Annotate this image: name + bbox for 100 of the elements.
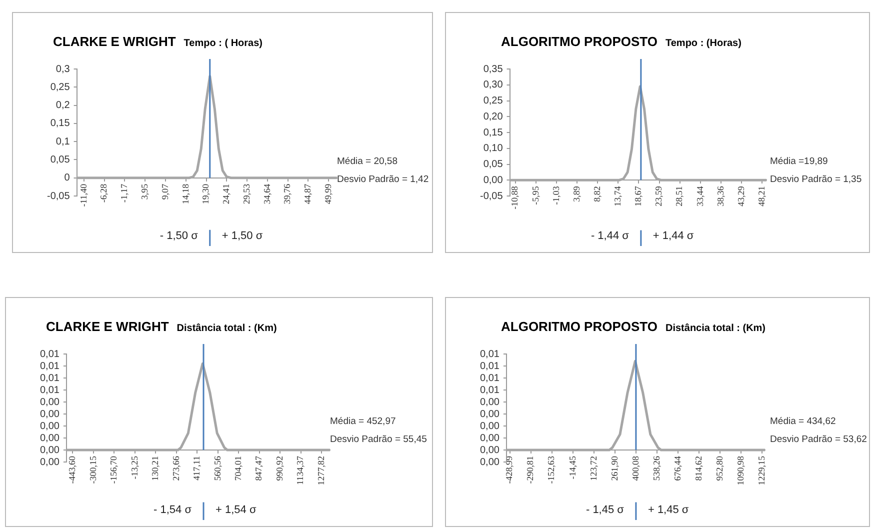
y-tick-label: 0,00 bbox=[480, 420, 500, 432]
x-tick-label: 704,01 bbox=[232, 456, 243, 481]
y-tick-label: 0,00 bbox=[480, 408, 500, 420]
x-tick-label: 814,62 bbox=[693, 456, 704, 481]
chart-title: CLARKE E WRIGHT bbox=[53, 34, 176, 49]
annotation: Média = 452,97 bbox=[330, 415, 397, 429]
x-tick-label: 29,53 bbox=[241, 183, 252, 204]
x-tick-label: 538,26 bbox=[651, 456, 662, 481]
y-tick-label: 0,15 bbox=[483, 127, 504, 138]
x-tick-label: -1,03 bbox=[550, 186, 561, 205]
annotation: Desvio Padrão = 55,45 bbox=[330, 433, 427, 447]
x-tick-label: 18,67 bbox=[633, 186, 644, 206]
text: Média = 20,58 bbox=[337, 155, 398, 169]
chart-title: ALGORITMO PROPOSTO bbox=[501, 34, 658, 49]
y-tick-label: 0 bbox=[64, 172, 70, 184]
x-tick-label: 14,18 bbox=[180, 183, 190, 204]
x-tick-label: 44,87 bbox=[302, 183, 313, 204]
y-tick-label: 0,3 bbox=[56, 64, 70, 75]
y-tick-label: 0,00 bbox=[40, 396, 60, 408]
y-tick-label: 0,00 bbox=[40, 444, 60, 456]
x-tick-label: 847,47 bbox=[254, 456, 264, 481]
y-tick-label: 0,00 bbox=[480, 444, 500, 456]
x-tick-label: 9,07 bbox=[160, 183, 170, 200]
y-tick-label: 0,00 bbox=[40, 408, 60, 420]
x-tick-label: 417,11 bbox=[192, 456, 202, 480]
y-tick-label: 0,2 bbox=[56, 100, 70, 112]
x-tick-label: 3,95 bbox=[139, 183, 150, 200]
x-tick-label: 33,44 bbox=[694, 186, 705, 206]
x-tick-label: 952,80 bbox=[714, 456, 724, 481]
text: + 1,44 σ bbox=[652, 230, 694, 242]
x-tick-label: 13,74 bbox=[612, 186, 622, 206]
x-tick-label: -152,63 bbox=[546, 456, 556, 484]
x-tick-label: 8,82 bbox=[592, 186, 602, 202]
chart-title: ALGORITMO PROPOSTO bbox=[501, 319, 658, 334]
text: - 1,44 σ bbox=[590, 230, 630, 242]
chart-subtitle: Distância total : (Km) bbox=[176, 323, 277, 334]
x-tick-label: 1134,37 bbox=[295, 456, 306, 485]
y-tick-label: 0,00 bbox=[483, 174, 504, 186]
x-tick-label: -300,15 bbox=[88, 456, 98, 484]
x-tick-label: 130,21 bbox=[150, 456, 160, 481]
y-tick-label: 0,20 bbox=[483, 111, 504, 122]
x-tick-label: 990,92 bbox=[274, 456, 284, 481]
text: Desvio Padrão = 53,62 bbox=[770, 433, 867, 447]
text: Desvio Padrão = 1,35 bbox=[770, 173, 862, 187]
text: Desvio Padrão = 1,42 bbox=[337, 173, 429, 187]
x-tick-label: 1229,15 bbox=[756, 456, 766, 486]
y-tick-label: -0,05 bbox=[46, 190, 70, 202]
y-tick-label: 0,15 bbox=[50, 118, 70, 130]
y-tick-label: 0,01 bbox=[480, 372, 500, 384]
y-tick-label: 0,01 bbox=[40, 348, 60, 360]
text: + 1,50 σ bbox=[222, 230, 263, 242]
text: - 1,50 σ bbox=[160, 230, 198, 242]
y-tick-label: 0,10 bbox=[483, 143, 504, 154]
y-tick-label: 0,30 bbox=[483, 80, 504, 91]
y-tick-label: 0,1 bbox=[56, 136, 70, 148]
chart-subtitle: Tempo : ( Horas) bbox=[184, 38, 262, 49]
y-tick-label: 0,01 bbox=[480, 348, 500, 360]
x-tick-label: -10,88 bbox=[510, 186, 520, 210]
y-tick-label: 0,00 bbox=[40, 420, 60, 432]
text: Média =19,89 bbox=[770, 155, 829, 169]
x-tick-label: 1277,82 bbox=[316, 456, 326, 486]
x-tick-label: -6,28 bbox=[98, 183, 109, 203]
x-tick-label: -13,25 bbox=[129, 456, 140, 480]
x-tick-label: 49,99 bbox=[322, 183, 333, 204]
y-tick-label: -0,05 bbox=[480, 190, 504, 202]
x-tick-label: 28,51 bbox=[674, 186, 684, 206]
y-tick-label: 0,01 bbox=[40, 360, 60, 372]
x-tick-label: 24,41 bbox=[221, 184, 232, 204]
y-tick-label: 0,00 bbox=[40, 456, 60, 468]
x-tick-label: 43,29 bbox=[736, 186, 746, 206]
y-tick-label: 0,05 bbox=[50, 154, 70, 166]
y-tick-label: 0,35 bbox=[483, 64, 504, 75]
x-tick-label: 19,30 bbox=[200, 183, 211, 204]
x-tick-label: 123,72 bbox=[588, 456, 598, 481]
x-tick-label: -290,81 bbox=[525, 456, 536, 484]
x-tick-label: 273,66 bbox=[170, 456, 181, 481]
x-tick-label: 676,44 bbox=[672, 456, 682, 481]
text: - 1,54 σ bbox=[154, 504, 192, 516]
x-tick-label: 560,56 bbox=[212, 456, 222, 481]
text: + 1,45 σ bbox=[648, 504, 689, 516]
y-tick-label: 0,05 bbox=[483, 159, 504, 170]
x-tick-label: 1090,98 bbox=[735, 456, 746, 486]
y-tick-label: 0,01 bbox=[40, 372, 60, 384]
x-tick-label: 34,64 bbox=[262, 183, 272, 204]
text: - 1,45 σ bbox=[586, 504, 624, 516]
y-tick-label: 0,01 bbox=[480, 360, 500, 372]
x-tick-label: -11,40 bbox=[78, 183, 88, 207]
x-tick-label: -443,60 bbox=[67, 456, 78, 484]
y-tick-label: 0,00 bbox=[40, 432, 60, 444]
x-tick-label: 3,89 bbox=[571, 186, 582, 202]
text: + 1,54 σ bbox=[216, 504, 256, 516]
y-tick-label: 0,01 bbox=[40, 384, 60, 396]
x-tick-label: 261,90 bbox=[609, 456, 620, 481]
x-tick-label: -14,45 bbox=[567, 456, 578, 480]
x-tick-label: -5,95 bbox=[530, 186, 540, 205]
chart-subtitle: Distância total : (Km) bbox=[666, 323, 766, 334]
y-tick-label: 0,00 bbox=[480, 432, 500, 444]
y-tick-label: 0,01 bbox=[480, 384, 500, 396]
chart-subtitle: Tempo : (Horas) bbox=[666, 38, 742, 49]
x-tick-label: 48,21 bbox=[756, 186, 766, 206]
